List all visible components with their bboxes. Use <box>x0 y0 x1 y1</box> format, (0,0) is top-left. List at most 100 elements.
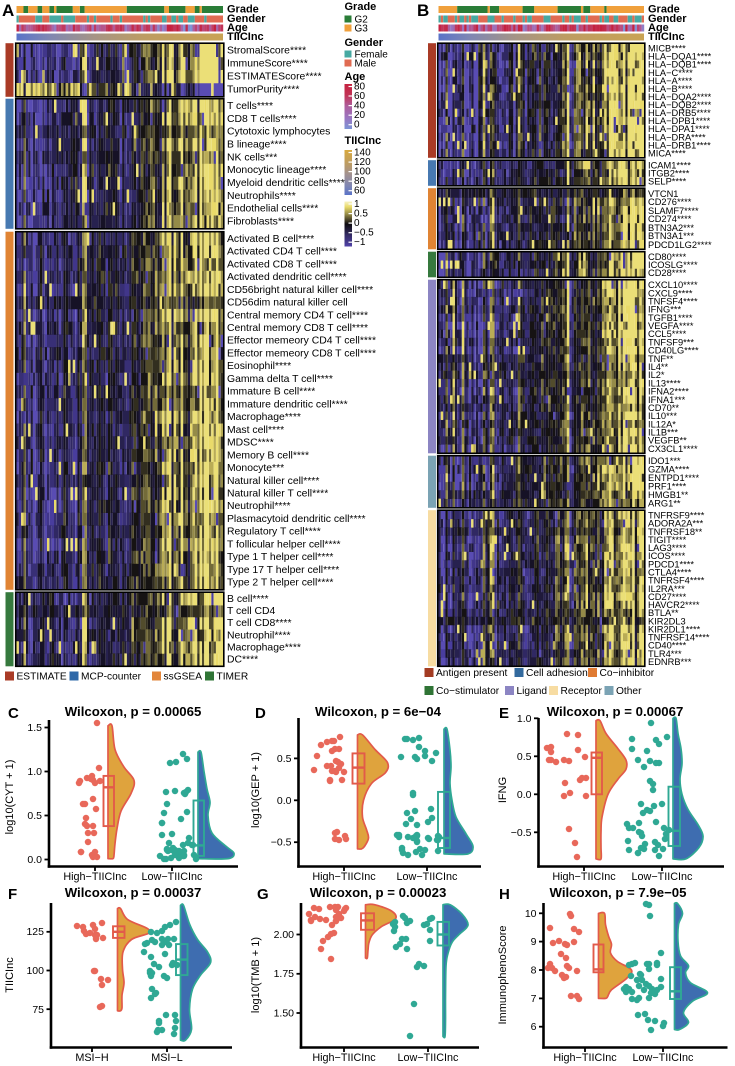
svg-text:Macrophage****: Macrophage**** <box>227 642 301 653</box>
svg-text:High−TIICInc: High−TIICInc <box>312 1052 376 1064</box>
svg-text:ITGB2****: ITGB2**** <box>648 169 690 179</box>
svg-text:IFNA1***: IFNA1*** <box>648 395 686 405</box>
svg-text:MDSC****: MDSC**** <box>227 438 274 449</box>
svg-text:CD8 T cells****: CD8 T cells**** <box>227 114 297 125</box>
svg-text:TNFRSF4****: TNFRSF4**** <box>648 576 705 586</box>
svg-text:G3: G3 <box>355 24 369 35</box>
svg-text:Gender: Gender <box>227 13 266 25</box>
svg-text:ICOS****: ICOS**** <box>648 551 686 561</box>
svg-text:TNF**: TNF** <box>648 354 674 364</box>
svg-text:Regulatory T cell****: Regulatory T cell**** <box>227 527 321 538</box>
svg-text:Fibroblasts****: Fibroblasts**** <box>227 217 294 228</box>
svg-text:Effector memeory CD8 T cell***: Effector memeory CD8 T cell**** <box>227 349 376 360</box>
svg-text:Age: Age <box>227 22 248 34</box>
svg-text:Co−inhibitor: Co−inhibitor <box>600 668 655 679</box>
svg-text:TNFRSF14****: TNFRSF14**** <box>648 633 710 643</box>
svg-text:Type 17 T helper cell****: Type 17 T helper cell**** <box>227 565 339 576</box>
svg-text:F: F <box>8 886 17 903</box>
svg-text:High−TIICInc: High−TIICInc <box>553 1052 617 1064</box>
svg-text:IDO1***: IDO1*** <box>648 456 681 466</box>
svg-text:IL1B***: IL1B*** <box>648 428 678 438</box>
svg-text:Low−TIICInc: Low−TIICInc <box>632 871 694 883</box>
svg-text:VEGFA****: VEGFA**** <box>648 321 694 331</box>
svg-text:Low−TIICInc: Low−TIICInc <box>398 1052 460 1064</box>
svg-text:Natural killer cell****: Natural killer cell**** <box>227 476 319 487</box>
svg-text:MICA****: MICA**** <box>648 149 686 159</box>
svg-text:1.75: 1.75 <box>274 968 295 980</box>
svg-text:HLA−C****: HLA−C**** <box>648 68 693 78</box>
svg-text:0.0: 0.0 <box>27 854 42 866</box>
svg-text:Type 2 T helper cell****: Type 2 T helper cell**** <box>227 578 333 589</box>
svg-text:Male: Male <box>355 59 377 70</box>
svg-text:T cell CD8****: T cell CD8**** <box>227 618 292 629</box>
svg-text:Neutrophil****: Neutrophil**** <box>227 501 291 512</box>
svg-text:KIR2DL3: KIR2DL3 <box>648 616 686 626</box>
svg-text:Myeloid dendritic cells****: Myeloid dendritic cells**** <box>227 178 345 189</box>
svg-text:MSI−L: MSI−L <box>151 1052 183 1064</box>
svg-text:CCL5****: CCL5**** <box>648 329 687 339</box>
svg-text:TNFRSF9****: TNFRSF9**** <box>648 511 705 521</box>
svg-text:0: 0 <box>354 218 360 229</box>
svg-text:140: 140 <box>354 148 371 159</box>
svg-text:100: 100 <box>354 167 371 178</box>
svg-text:Activated CD8 T cell****: Activated CD8 T cell**** <box>227 259 337 270</box>
svg-text:EDNRB***: EDNRB*** <box>648 657 692 667</box>
svg-text:Low−TIICInc: Low−TIICInc <box>142 871 204 883</box>
svg-text:TIGIT****: TIGIT**** <box>648 535 687 545</box>
svg-text:E: E <box>499 705 509 722</box>
svg-text:SLAMF7****: SLAMF7**** <box>648 206 699 216</box>
svg-text:TLR4***: TLR4*** <box>648 649 682 659</box>
svg-text:CXCL10****: CXCL10**** <box>648 280 698 290</box>
svg-text:−0.5: −0.5 <box>354 228 374 239</box>
svg-text:log10(CYT + 1): log10(CYT + 1) <box>4 760 16 835</box>
svg-text:HLA−DRB1****: HLA−DRB1**** <box>648 140 711 150</box>
svg-text:CD274****: CD274**** <box>648 214 692 224</box>
svg-text:120: 120 <box>354 157 371 168</box>
svg-text:CD80****: CD80**** <box>648 252 687 262</box>
svg-text:Monocyte***: Monocyte*** <box>227 463 284 474</box>
svg-text:HLA−DQB1****: HLA−DQB1**** <box>648 60 712 70</box>
svg-text:7: 7 <box>531 993 537 1005</box>
svg-text:Ligand: Ligand <box>517 686 548 697</box>
svg-text:PDCD1LG2****: PDCD1LG2**** <box>648 240 712 250</box>
svg-text:BTN3A1***: BTN3A1*** <box>648 231 694 241</box>
svg-text:G: G <box>257 886 269 903</box>
svg-text:ICOSLG****: ICOSLG**** <box>648 260 698 270</box>
svg-text:TumorPurity****: TumorPurity**** <box>227 85 299 96</box>
svg-text:1.50: 1.50 <box>274 1008 295 1020</box>
svg-text:CD56dim natural killer cell: CD56dim natural killer cell <box>227 298 348 309</box>
svg-text:Female: Female <box>355 50 389 61</box>
svg-text:0: 0 <box>354 120 360 131</box>
svg-text:PRF1****: PRF1**** <box>648 482 687 492</box>
svg-text:StromalScore****: StromalScore**** <box>227 46 306 57</box>
svg-text:CXCL9****: CXCL9**** <box>648 288 693 298</box>
svg-text:C: C <box>8 705 19 722</box>
svg-text:Immature dendritic cell****: Immature dendritic cell**** <box>227 399 348 410</box>
svg-text:IL2*: IL2* <box>648 370 665 380</box>
svg-text:Immature B cell****: Immature B cell**** <box>227 387 315 398</box>
svg-text:Grade: Grade <box>648 4 680 16</box>
svg-text:Cytotoxic lymphocytes: Cytotoxic lymphocytes <box>227 127 330 138</box>
svg-text:ENTPD1****: ENTPD1**** <box>648 473 700 483</box>
svg-text:TIICInc: TIICInc <box>648 31 685 43</box>
svg-text:Memory B cell****: Memory B cell**** <box>227 450 309 461</box>
svg-text:HLA−DQA1****: HLA−DQA1**** <box>648 52 712 62</box>
svg-text:BTLA**: BTLA** <box>648 608 679 618</box>
svg-text:60: 60 <box>354 186 366 197</box>
svg-text:T cell CD4: T cell CD4 <box>227 606 276 617</box>
svg-text:Type 1 T helper cell****: Type 1 T helper cell**** <box>227 552 333 563</box>
svg-text:Eosinophil****: Eosinophil**** <box>227 361 291 372</box>
svg-text:ARG1**: ARG1** <box>648 498 681 508</box>
svg-text:Wilcoxon, p = 7.9e−05: Wilcoxon, p = 7.9e−05 <box>550 885 687 900</box>
svg-text:Wilcoxon, p = 0.00023: Wilcoxon, p = 0.00023 <box>310 885 447 900</box>
svg-text:1: 1 <box>354 199 360 210</box>
svg-text:9: 9 <box>531 936 537 948</box>
svg-text:Grade: Grade <box>227 4 259 16</box>
svg-text:0.0: 0.0 <box>517 789 532 801</box>
svg-text:0.5: 0.5 <box>517 751 532 763</box>
svg-text:A: A <box>2 1 14 20</box>
svg-text:HLA−DQA2****: HLA−DQA2**** <box>648 92 712 102</box>
svg-text:CD56bright natural killer cell: CD56bright natural killer cell**** <box>227 285 373 296</box>
svg-text:D: D <box>255 705 266 722</box>
svg-text:TIMER: TIMER <box>217 672 249 683</box>
